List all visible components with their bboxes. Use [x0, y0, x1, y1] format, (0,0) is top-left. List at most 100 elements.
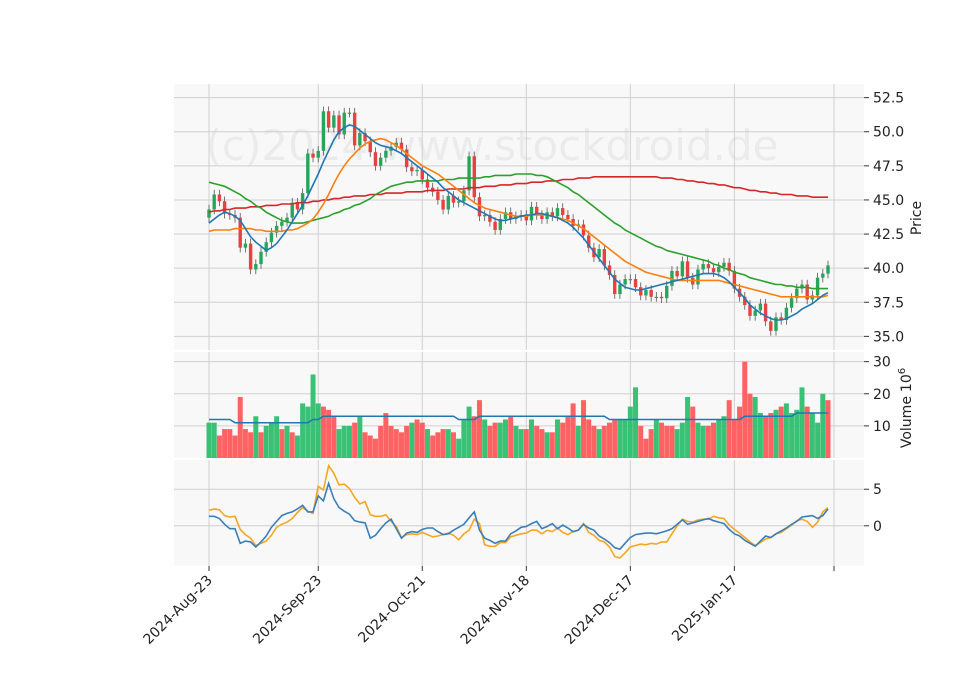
candle-body — [207, 209, 211, 218]
volume-bar — [669, 425, 675, 458]
volume-bar — [617, 419, 623, 458]
candle-body — [633, 279, 638, 288]
candle-body — [436, 191, 440, 200]
volume-bar — [331, 416, 337, 458]
volume-bar — [341, 425, 347, 458]
candle-body — [587, 235, 591, 248]
volume-bar — [685, 396, 691, 458]
volume-bar — [612, 419, 618, 458]
volume-bar — [383, 413, 389, 458]
candle-body — [753, 310, 757, 316]
candle-body — [274, 225, 279, 233]
candle-body — [654, 296, 659, 298]
volume-bar — [352, 422, 358, 458]
candle-body — [789, 298, 794, 308]
oscillator-panel — [174, 460, 864, 566]
candle-body — [675, 270, 679, 277]
volume-bar — [534, 425, 540, 458]
volume-bar — [539, 429, 545, 458]
price-axis-tick-label: 37.5 — [873, 295, 904, 311]
volume-bar — [487, 425, 493, 458]
volume-bar — [378, 425, 384, 458]
candle-body — [815, 277, 820, 296]
volume-bar — [300, 403, 306, 458]
candle-body — [477, 197, 482, 217]
volume-bar — [747, 393, 753, 458]
volume-bar — [409, 422, 415, 458]
volume-bar — [310, 374, 316, 458]
candle-body — [358, 133, 362, 146]
volume-axis-tick-label: 30 — [873, 355, 891, 371]
volume-bar — [357, 416, 363, 458]
candle-body — [628, 279, 633, 281]
volume-bar — [695, 422, 701, 458]
watermark: (c)2024 www.stockdroid.de — [206, 121, 779, 170]
volume-bar — [393, 429, 399, 458]
volume-bar — [716, 419, 722, 458]
volume-bar — [659, 422, 665, 458]
volume-axis-tick-label: 20 — [873, 387, 891, 403]
volume-bar — [731, 419, 737, 458]
volume-bar — [362, 432, 368, 458]
volume-bar — [648, 429, 654, 458]
volume-bar — [305, 406, 311, 458]
candle-body — [342, 112, 346, 135]
price-axis-tick-label: 35.0 — [873, 329, 904, 345]
price-axis-tick-label: 42.5 — [873, 227, 904, 243]
volume-bar — [638, 425, 644, 458]
candle-body — [659, 296, 664, 299]
candle-body — [717, 266, 721, 273]
candle-body — [701, 264, 705, 270]
volume-bar — [336, 429, 342, 458]
candle-body — [467, 156, 471, 191]
volume-bar — [737, 406, 743, 458]
volume-bar — [404, 425, 410, 458]
candle-body — [425, 179, 430, 188]
volume-bar — [721, 416, 727, 458]
candle-body — [285, 217, 289, 222]
candle-body — [748, 304, 752, 316]
volume-bar — [284, 425, 290, 458]
volume-bar — [529, 419, 535, 458]
volume-bar — [700, 425, 706, 458]
volume-bar — [227, 429, 233, 458]
candle-body — [326, 111, 331, 128]
volume-bar — [825, 400, 831, 458]
volume-bar — [711, 422, 717, 458]
volume-axis-exponent: 6 — [897, 368, 908, 374]
candle-body — [217, 194, 222, 202]
candle-body — [774, 317, 778, 331]
candle-body — [529, 206, 534, 221]
volume-bar — [757, 413, 763, 458]
volume-bar — [518, 429, 524, 458]
candle-body — [493, 221, 497, 230]
volume-bar — [253, 416, 259, 458]
volume-bar — [242, 429, 248, 458]
volume-bar — [456, 438, 462, 458]
candle-body — [316, 150, 320, 158]
volume-bar — [544, 432, 550, 458]
volume-bar — [440, 429, 446, 458]
volume-bar — [315, 403, 321, 458]
candle-body — [482, 214, 487, 217]
volume-bar — [435, 432, 441, 458]
candle-body — [644, 289, 648, 296]
candle-body — [280, 221, 284, 226]
volume-bar — [768, 413, 774, 458]
candle-body — [758, 303, 763, 311]
candle-body — [649, 289, 653, 297]
candle-body — [639, 287, 643, 296]
volume-bar — [664, 425, 670, 458]
x-tick-label: 2024-Nov-18 — [458, 573, 533, 648]
volume-bar — [607, 422, 613, 458]
candle-body — [550, 212, 555, 217]
volume-bar — [248, 432, 254, 458]
candle-body — [711, 268, 716, 273]
volume-bar — [206, 422, 212, 458]
volume-bar — [523, 429, 529, 458]
volume-bar — [424, 429, 430, 458]
volume-bar — [508, 416, 514, 458]
candle-body — [821, 273, 825, 278]
